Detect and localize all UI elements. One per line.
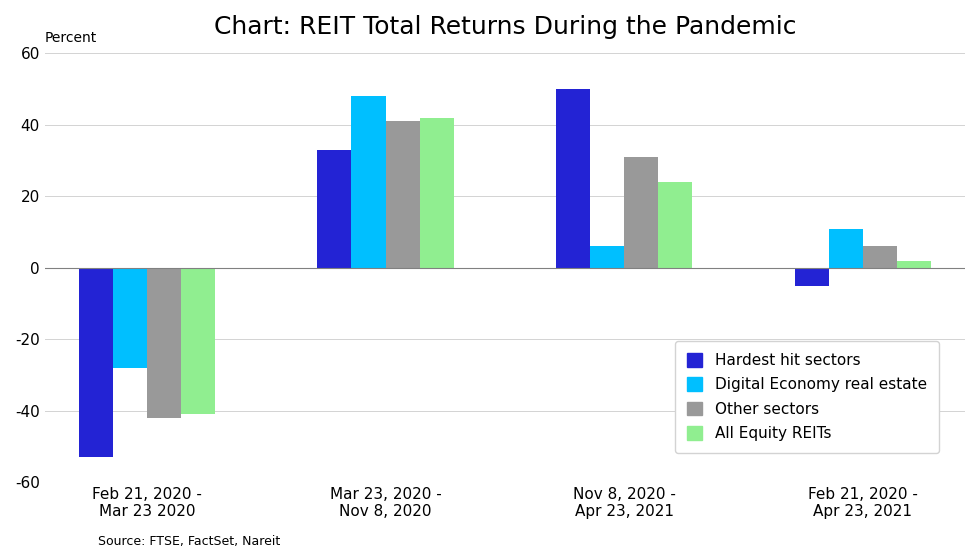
Bar: [352, 96, 385, 268]
Bar: [590, 246, 624, 268]
Bar: [624, 157, 659, 268]
Bar: [385, 121, 419, 268]
Text: Percent: Percent: [45, 31, 97, 45]
Bar: [419, 118, 454, 268]
Title: Chart: REIT Total Returns During the Pandemic: Chart: REIT Total Returns During the Pan…: [214, 15, 796, 39]
Bar: [556, 89, 590, 268]
Text: Source: FTSE, FactSet, Nareit: Source: FTSE, FactSet, Nareit: [98, 536, 280, 548]
Bar: [181, 268, 216, 414]
Bar: [318, 150, 352, 268]
Bar: [862, 246, 897, 268]
Bar: [147, 268, 181, 418]
Bar: [659, 182, 692, 268]
Bar: [897, 261, 931, 268]
Bar: [113, 268, 147, 368]
Legend: Hardest hit sectors, Digital Economy real estate, Other sectors, All Equity REIT: Hardest hit sectors, Digital Economy rea…: [675, 341, 939, 453]
Bar: [829, 229, 862, 268]
Bar: [795, 268, 829, 285]
Bar: [78, 268, 113, 457]
